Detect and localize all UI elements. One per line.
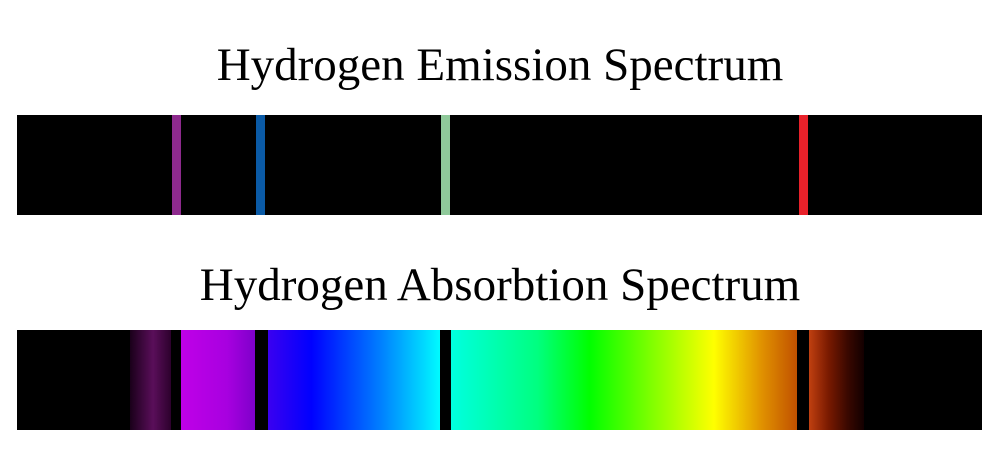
absorption-line-blue bbox=[255, 330, 265, 430]
violet-line bbox=[172, 115, 181, 215]
emission-title: Hydrogen Emission Spectrum bbox=[216, 39, 784, 91]
emission-spectrum-strip bbox=[17, 115, 982, 215]
red-line bbox=[799, 115, 808, 215]
absorption-line-green bbox=[440, 330, 450, 430]
spectrum-blue-cyan-band bbox=[268, 330, 442, 430]
absorption-line-red bbox=[798, 330, 808, 430]
spectrum-violet-fade-band bbox=[130, 330, 172, 430]
spectrum-red-fade-band bbox=[809, 330, 864, 430]
absorption-spectrum-strip bbox=[17, 330, 982, 430]
blue-line bbox=[256, 115, 265, 215]
absorption-title: Hydrogen Absorbtion Spectrum bbox=[199, 259, 801, 311]
spectrum-violet-band bbox=[180, 330, 258, 430]
spectrum-cyan-yellow-orange-band bbox=[451, 330, 797, 430]
absorption-line-violet bbox=[171, 330, 181, 430]
green-line bbox=[441, 115, 450, 215]
